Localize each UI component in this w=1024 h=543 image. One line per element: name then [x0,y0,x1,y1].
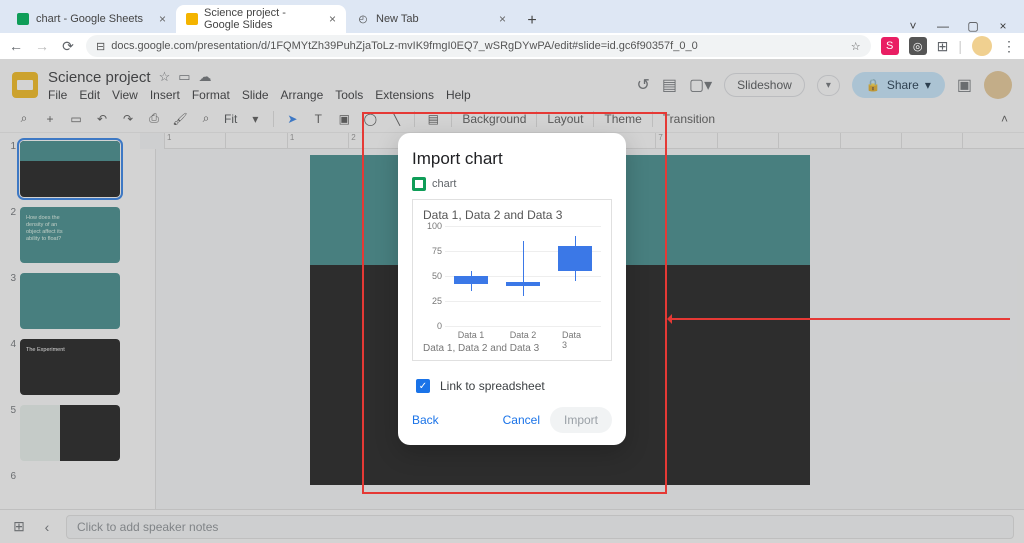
close-icon[interactable]: × [996,19,1010,33]
browser-chrome: chart - Google Sheets × Science project … [0,0,1024,59]
tab-newtab[interactable]: ◴ New Tab × [346,5,516,33]
url-input[interactable]: ⊟ docs.google.com/presentation/d/1FQMYtZ… [86,35,871,57]
reload-icon[interactable]: ⟳ [60,38,76,55]
minimize-icon[interactable]: — [936,19,950,33]
profile-avatar[interactable] [972,36,992,56]
tab-slides[interactable]: Science project - Google Slides × [176,5,346,33]
chevron-down-icon[interactable]: ˅ [906,19,920,33]
annotation-arrow [670,318,1010,320]
tab-title: chart - Google Sheets [36,13,143,25]
address-bar: ← → ⟳ ⊟ docs.google.com/presentation/d/1… [0,33,1024,59]
slides-favicon [186,12,198,26]
tab-sheets[interactable]: chart - Google Sheets × [6,5,176,33]
lock-icon: ⊟ [96,40,105,53]
extension-icon[interactable]: S [881,37,899,55]
back-icon[interactable]: ← [8,38,24,54]
tab-title: Science project - Google Slides [204,7,323,31]
annotation-highlight-box [362,112,667,494]
slides-app: Science project ☆ ▭ ☁ File Edit View Ins… [0,59,1024,543]
tab-title: New Tab [376,13,419,25]
maximize-icon[interactable]: ▢ [966,19,980,33]
star-icon[interactable]: ☆ [851,40,861,53]
separator: | [958,38,962,54]
globe-icon: ◴ [356,12,370,26]
tab-close-icon[interactable]: × [499,12,506,26]
sheets-favicon [16,12,30,26]
url-text: docs.google.com/presentation/d/1FQMYtZh3… [111,40,697,52]
kebab-icon[interactable]: ⋮ [1002,38,1016,55]
extension-icon[interactable]: ◎ [909,37,927,55]
extension-icons: S ◎ ⊞ | ⋮ [881,36,1016,56]
new-tab-button[interactable]: + [520,9,544,33]
tabs-row: chart - Google Sheets × Science project … [0,0,1024,33]
puzzle-icon[interactable]: ⊞ [937,38,949,55]
tab-close-icon[interactable]: × [159,12,166,26]
forward-icon[interactable]: → [34,38,50,54]
window-controls: ˅ — ▢ × [906,19,1024,33]
tab-close-icon[interactable]: × [329,12,336,26]
